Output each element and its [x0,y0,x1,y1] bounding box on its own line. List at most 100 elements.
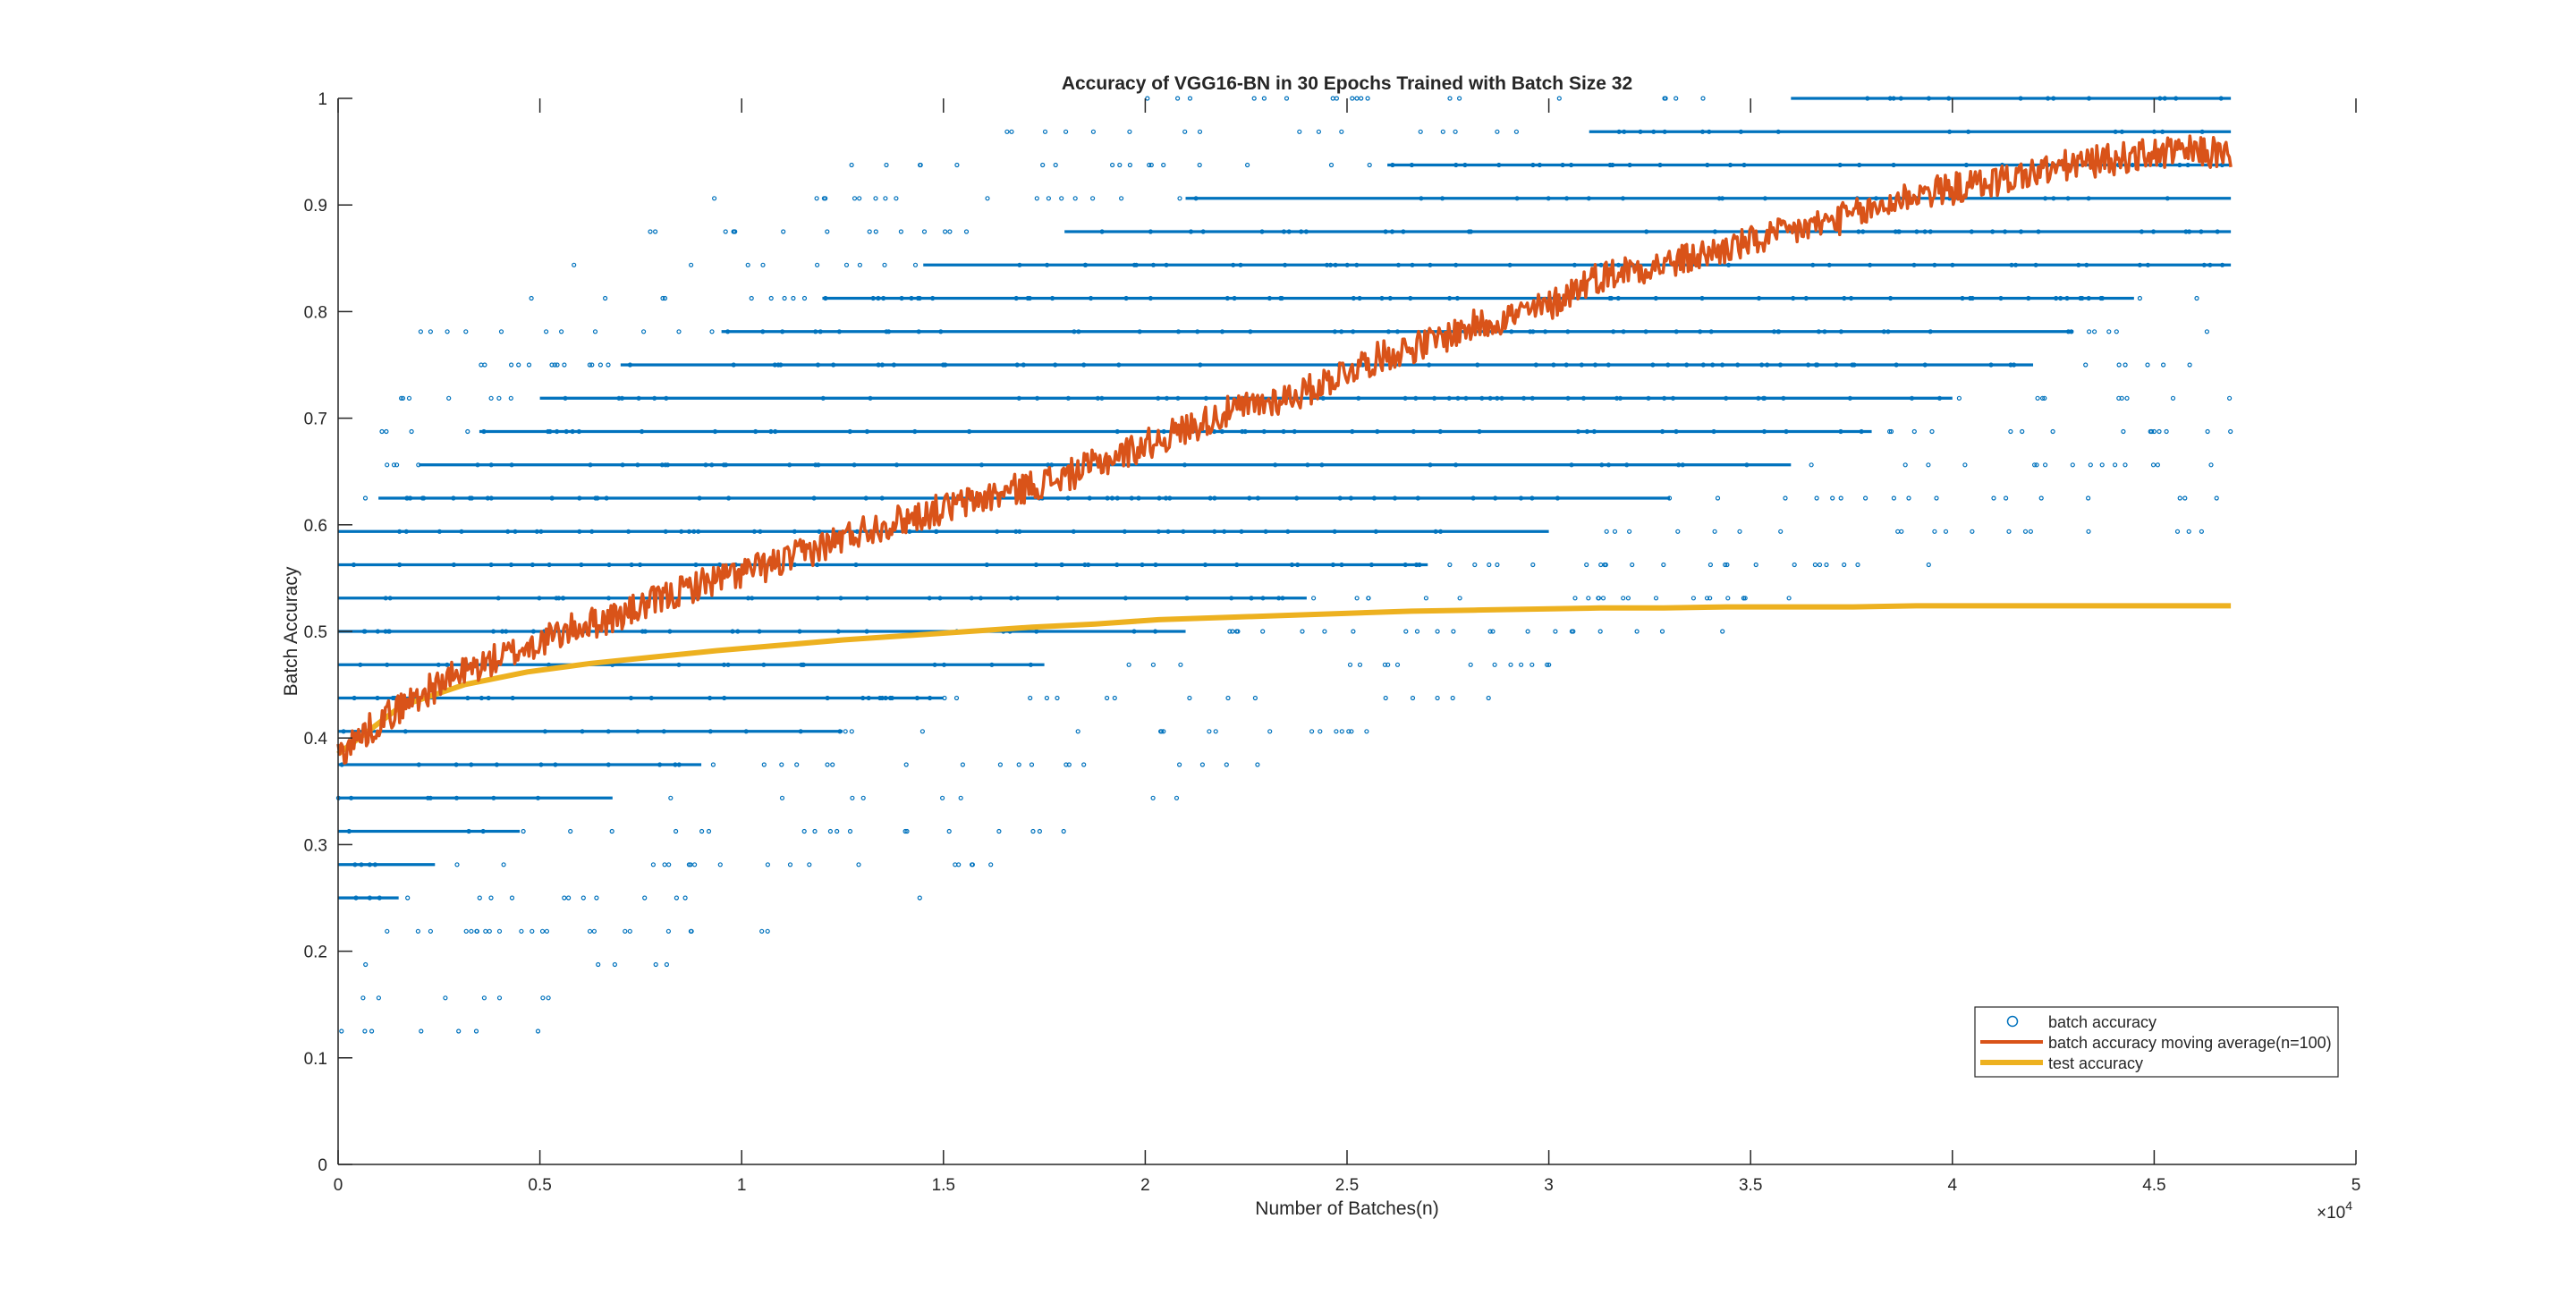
scatter-point [2013,262,2019,267]
scatter-point [2076,262,2081,267]
scatter-point [363,961,369,968]
scatter-point [673,762,678,767]
scatter-point [2164,428,2169,435]
scatter-point [1715,495,1721,501]
scatter-point [883,695,888,701]
legend-marker-batch-accuracy [2006,1015,2019,1028]
scatter-point [761,762,767,767]
scatter-point [791,295,796,301]
x-tick-label: 0.5 [528,1176,551,1195]
scatter-point [1225,695,1231,701]
scatter-point [708,729,713,734]
scatter-point [1184,596,1190,601]
scatter-point [1182,462,1188,468]
scatter-point [2157,428,2162,435]
scatter-point [1428,262,1433,267]
scatter-point [927,596,932,601]
scatter-point [1666,495,1673,501]
scatter-point [1439,196,1445,201]
scatter-point [1724,395,1729,401]
scatter-point [709,462,715,468]
scatter-point [2034,462,2039,468]
scatter-point [745,596,751,601]
scatter-point [807,862,812,868]
scatter-point [1568,162,1574,168]
scatter-point [1625,596,1631,601]
scatter-point [860,795,866,800]
scatter-point [467,495,473,501]
scatter-point [1812,562,1818,568]
scatter-point [372,862,377,868]
scatter-point [588,462,593,468]
scatter-point [1414,629,1420,634]
scatter-point [1219,428,1225,435]
scatter-point [1065,395,1072,401]
scatter-point [1735,362,1741,368]
scatter-point [477,895,482,901]
scatter-point [921,229,928,234]
scatter-point [1411,428,1417,435]
scatter-point [662,862,667,868]
scatter-point [1114,495,1120,501]
scatter-point [1114,562,1120,568]
scatter-point [799,662,804,667]
scatter-point [930,295,936,301]
scatter-point [369,1028,375,1034]
scatter-point [1053,162,1058,168]
scatter-point [1891,162,1896,168]
scatter-point [1016,762,1021,767]
scatter-point [812,828,818,834]
scatter-point [1437,529,1444,534]
scatter-point [519,928,524,934]
chart-title: Accuracy of VGG16-BN in 30 Epochs Traine… [1062,73,1632,94]
scatter-point [1310,596,1317,601]
scatter-point [1300,629,1305,634]
scatter-point [498,329,504,334]
scatter-point [1260,596,1266,601]
scatter-point [2116,362,2122,368]
scatter-point [1784,428,1789,435]
scatter-point [1426,362,1432,368]
scatter-point [349,795,354,800]
scatter-point [1087,495,1092,501]
scatter-point [1350,428,1355,435]
scatter-point [549,495,555,501]
scatter-point [1324,262,1330,267]
scatter-point [843,729,848,734]
scatter-point [867,229,872,234]
scatter-point [794,762,800,767]
scatter-point [1712,529,1717,534]
scatter-point [2099,462,2105,468]
scatter-point [1495,395,1500,401]
scatter-point [1065,495,1071,501]
scatter-point [1727,162,1733,168]
scatter-point [1847,395,1852,401]
scatter-point [857,196,862,201]
scatter-point [816,462,821,468]
scatter-point [609,828,614,834]
x-tick-label: 2.5 [1335,1176,1359,1195]
scatter-point [978,596,984,601]
scatter-point [2054,295,2059,301]
scatter-point [942,229,948,234]
scatter-point [1753,562,1758,568]
scatter-point [1040,162,1046,168]
scatter-point [648,695,654,701]
scatter-point [1004,129,1010,134]
scatter-point [2043,196,2048,201]
scatter-point [686,529,692,534]
scatter-point [873,229,878,234]
scatter-point [1662,96,1667,101]
scatter-point [1319,462,1325,468]
scatter-point [843,262,850,267]
scatter-point [568,828,573,834]
scatter-point [2058,295,2063,301]
scatter-point [1661,395,1667,401]
scatter-point [496,995,503,1001]
scatter-point [1738,129,1744,134]
scatter-point [508,395,513,401]
scatter-point [1129,495,1134,501]
scatter-point [1926,462,1931,468]
scatter-point [942,695,947,701]
scatter-point [1278,295,1284,301]
